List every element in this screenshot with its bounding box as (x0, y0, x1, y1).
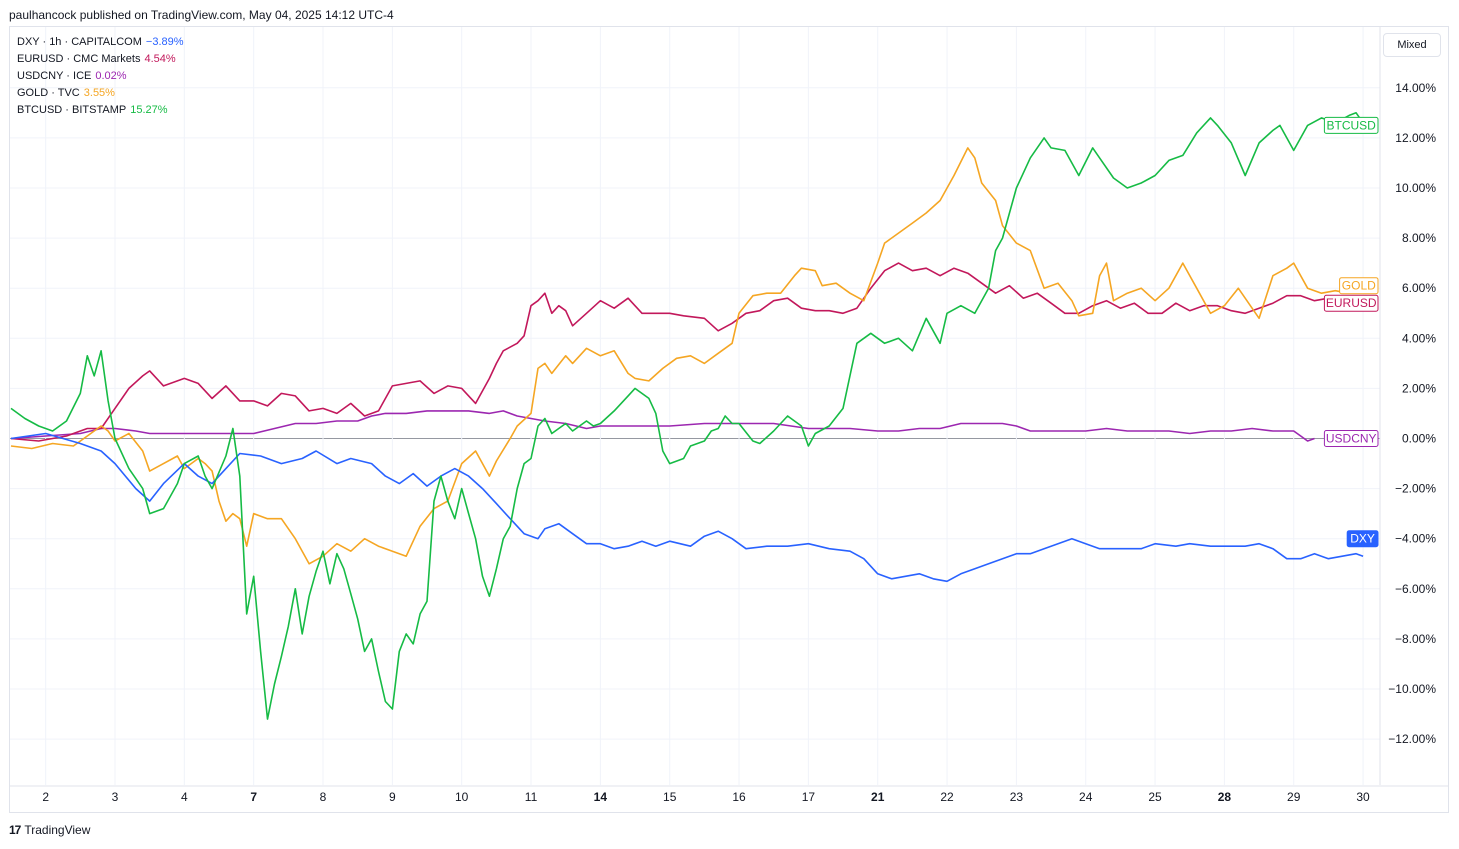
x-tick-label: 25 (1148, 790, 1162, 804)
series-line-dxy[interactable] (10, 432, 1364, 583)
x-tick-label: 4 (181, 790, 188, 804)
series-tag-dxy (1346, 530, 1379, 548)
x-tick-label: 23 (1010, 790, 1024, 804)
publisher-line: paulhancock published on TradingView.com… (9, 8, 394, 22)
footer[interactable]: 17 TradingView (9, 823, 90, 837)
legend-change: −3.89% (145, 36, 184, 48)
x-tick-label: 8 (320, 790, 327, 804)
series-tag-label: BTCUSD (1327, 118, 1377, 132)
x-tick-label: 11 (525, 790, 538, 804)
y-tick-label: 14.00% (1395, 81, 1436, 95)
y-tick-label: −2.00% (1395, 482, 1436, 496)
series-tag-btcusd (1323, 116, 1379, 134)
x-tick-label: 10 (455, 790, 469, 804)
scale-mode-button[interactable]: Mixed (1383, 33, 1441, 57)
x-tick-label: 3 (112, 790, 119, 804)
series-tag-eurusd (1323, 294, 1379, 312)
legend-symbol: BTCUSD · BITSTAMP (17, 104, 127, 116)
legend-item-dxy[interactable]: DXY · 1h · CAPITALCOM −3.89% (17, 34, 184, 51)
tradingview-logo-icon: 17 (9, 823, 21, 837)
x-tick-label: 7 (250, 790, 257, 804)
chart-legend: DXY · 1h · CAPITALCOM −3.89% EURUSD · CMC … (17, 34, 184, 119)
series-line-eurusd[interactable] (10, 262, 1357, 442)
series-tag-label: EURUSD (1326, 296, 1377, 310)
series-tag-label: GOLD (1342, 279, 1376, 293)
legend-change: 4.54% (144, 53, 176, 65)
series-tag-label: DXY (1350, 532, 1375, 546)
series-line-btcusd[interactable] (10, 112, 1364, 720)
x-tick-label: 16 (732, 790, 746, 804)
y-tick-label: −10.00% (1388, 682, 1436, 696)
y-tick-label: 2.00% (1402, 381, 1436, 395)
chart-frame (9, 26, 1449, 813)
x-tick-label: 29 (1287, 790, 1301, 804)
series-tag-usdcny (1323, 430, 1379, 447)
y-tick-label: −8.00% (1395, 632, 1436, 646)
y-tick-label: 0.00% (1402, 432, 1436, 446)
series-tag-gold (1339, 277, 1379, 295)
y-tick-label: −4.00% (1395, 532, 1436, 546)
y-tick-label: 8.00% (1402, 231, 1436, 245)
x-tick-label: 24 (1079, 790, 1093, 804)
legend-change: 0.02% (95, 70, 127, 82)
y-tick-label: 4.00% (1402, 331, 1436, 345)
x-tick-label: 15 (663, 790, 677, 804)
x-tick-label: 30 (1356, 790, 1370, 804)
x-tick-label: 22 (940, 790, 954, 804)
x-tick-label: 9 (389, 790, 396, 804)
legend-item-btcusd[interactable]: BTCUSD · BITSTAMP 15.27% (17, 102, 184, 119)
y-tick-label: 6.00% (1402, 281, 1436, 295)
y-tick-label: −12.00% (1388, 732, 1436, 746)
series-tag-label: USDCNY (1326, 432, 1377, 446)
legend-item-eurusd[interactable]: EURUSD · CMC Markets 4.54% (17, 51, 184, 68)
y-tick-label: 10.00% (1395, 181, 1436, 195)
legend-item-usdcny[interactable]: USDCNY · ICE 0.02% (17, 68, 184, 85)
y-tick-label: −6.00% (1395, 582, 1436, 596)
legend-symbol: USDCNY · ICE (17, 70, 92, 82)
x-tick-label: 17 (802, 790, 816, 804)
y-tick-label: 12.00% (1395, 131, 1436, 145)
legend-symbol: EURUSD · CMC Markets (17, 53, 141, 65)
x-tick-label: 21 (871, 790, 885, 804)
x-tick-label: 14 (594, 790, 608, 804)
x-tick-label: 2 (42, 790, 49, 804)
legend-item-gold[interactable]: GOLD · TVC 3.55% (17, 85, 184, 102)
series-line-gold[interactable] (10, 147, 1357, 565)
legend-change: 3.55% (83, 87, 115, 99)
legend-symbol: GOLD · TVC (17, 87, 80, 99)
legend-symbol: DXY · 1h · CAPITALCOM (17, 36, 142, 48)
footer-brand: TradingView (24, 823, 91, 837)
legend-change: 15.27% (130, 104, 168, 116)
series-line-usdcny[interactable] (10, 410, 1315, 442)
x-tick-label: 28 (1218, 790, 1232, 804)
